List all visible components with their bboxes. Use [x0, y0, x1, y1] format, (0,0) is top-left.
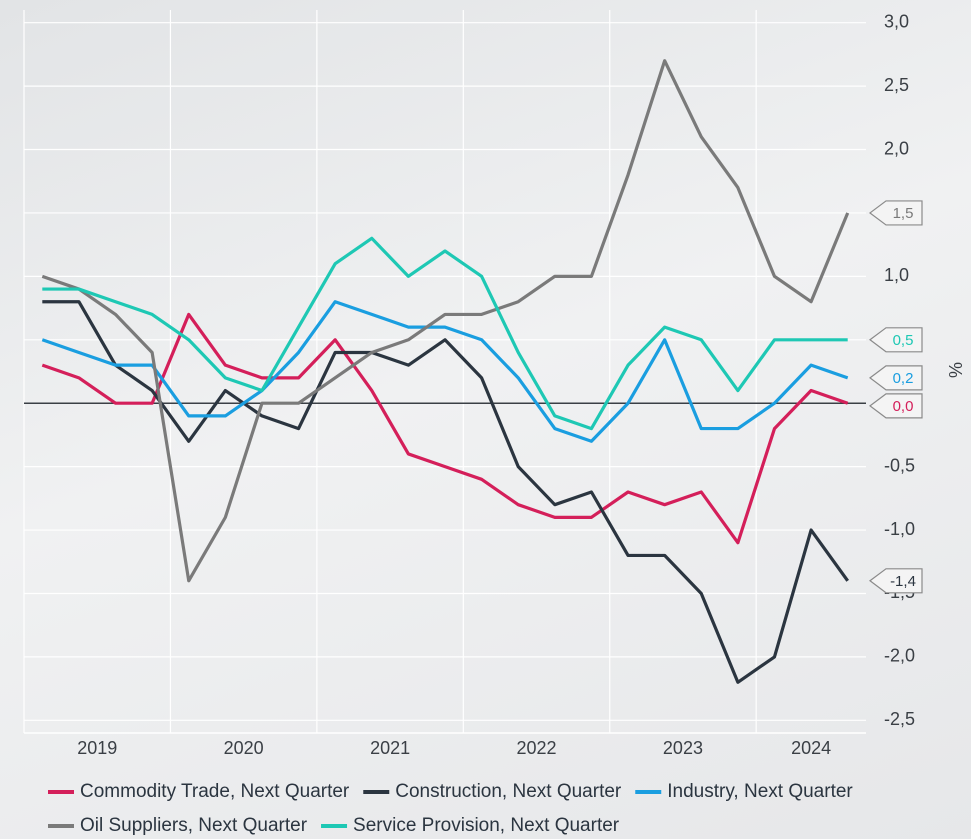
end-value-callout: 0,5 [870, 328, 922, 352]
x-tick-label: 2021 [370, 738, 410, 758]
y-tick-label: -2,5 [884, 709, 915, 729]
x-tick-label: 2020 [224, 738, 264, 758]
legend-label: Industry, Next Quarter [667, 781, 853, 802]
end-value-callout: 0,0 [870, 394, 922, 418]
legend-label: Oil Suppliers, Next Quarter [80, 815, 308, 836]
end-value-callout: 1,5 [870, 201, 922, 225]
callout-label: -1,4 [890, 573, 916, 590]
callout-label: 0,2 [893, 370, 914, 387]
series-line [42, 302, 847, 683]
y-tick-label: 3,0 [884, 11, 909, 31]
series-line [42, 238, 847, 428]
y-tick-label: 2,0 [884, 138, 909, 158]
x-tick-label: 2024 [791, 738, 831, 758]
page: % 3,02,52,01,51,00,50,0-0,5-1,0-1,5-2,0-… [0, 0, 971, 839]
y-tick-label: -2,0 [884, 646, 915, 666]
chart: % 3,02,52,01,51,00,50,0-0,5-1,0-1,5-2,0-… [0, 0, 971, 839]
y-tick-label: -1,0 [884, 519, 915, 539]
callout-label: 0,0 [893, 398, 914, 415]
callout-label: 0,5 [893, 332, 914, 349]
x-tick-label: 2019 [77, 738, 117, 758]
y-tick-label: 1,0 [884, 265, 909, 285]
x-tick-label: 2023 [663, 738, 703, 758]
end-value-callout: 0,2 [870, 366, 922, 390]
legend-label: Construction, Next Quarter [395, 781, 622, 802]
end-value-callout: -1,4 [870, 569, 922, 593]
x-tick-label: 2022 [516, 738, 556, 758]
y-axis-label: % [946, 362, 966, 378]
legend-label: Service Provision, Next Quarter [353, 815, 620, 836]
y-tick-label: -0,5 [884, 455, 915, 475]
y-tick-label: 2,5 [884, 75, 909, 95]
callout-label: 1,5 [893, 205, 914, 222]
legend-label: Commodity Trade, Next Quarter [80, 781, 350, 802]
